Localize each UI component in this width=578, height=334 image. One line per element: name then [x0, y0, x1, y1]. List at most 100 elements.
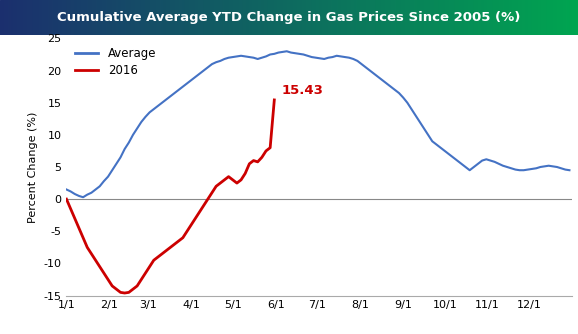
Bar: [25, 0, 27, 35]
Bar: [183, 0, 185, 35]
Bar: [368, 0, 370, 35]
Bar: [474, 0, 476, 35]
Bar: [522, 0, 524, 35]
Bar: [308, 0, 310, 35]
Bar: [54, 0, 56, 35]
Bar: [46, 0, 48, 35]
Bar: [154, 0, 156, 35]
Bar: [220, 0, 221, 35]
Bar: [325, 0, 328, 35]
Bar: [351, 0, 353, 35]
Bar: [139, 0, 140, 35]
Bar: [91, 0, 92, 35]
Bar: [264, 0, 266, 35]
Bar: [158, 0, 160, 35]
Bar: [374, 0, 376, 35]
Bar: [320, 0, 322, 35]
Bar: [547, 0, 549, 35]
Bar: [35, 0, 36, 35]
Bar: [272, 0, 273, 35]
Bar: [73, 0, 75, 35]
Bar: [349, 0, 351, 35]
Bar: [98, 0, 100, 35]
Bar: [162, 0, 164, 35]
Bar: [447, 0, 449, 35]
Bar: [414, 0, 416, 35]
Bar: [418, 0, 420, 35]
Bar: [106, 0, 108, 35]
Bar: [17, 0, 19, 35]
Bar: [493, 0, 495, 35]
Bar: [8, 0, 10, 35]
Bar: [432, 0, 434, 35]
Bar: [324, 0, 325, 35]
Bar: [42, 0, 45, 35]
Bar: [499, 0, 501, 35]
Bar: [116, 0, 117, 35]
Bar: [455, 0, 457, 35]
Bar: [536, 0, 538, 35]
Bar: [225, 0, 227, 35]
Bar: [168, 0, 169, 35]
Bar: [574, 0, 576, 35]
Bar: [56, 0, 58, 35]
Bar: [121, 0, 123, 35]
Bar: [334, 0, 335, 35]
Bar: [23, 0, 25, 35]
Bar: [45, 0, 46, 35]
Bar: [487, 0, 490, 35]
Bar: [102, 0, 104, 35]
Bar: [156, 0, 158, 35]
Bar: [310, 0, 312, 35]
Bar: [381, 0, 383, 35]
Bar: [366, 0, 368, 35]
Bar: [510, 0, 513, 35]
Bar: [277, 0, 279, 35]
Bar: [422, 0, 424, 35]
Bar: [198, 0, 201, 35]
Bar: [505, 0, 507, 35]
Bar: [376, 0, 377, 35]
Bar: [301, 0, 302, 35]
Bar: [65, 0, 68, 35]
Bar: [299, 0, 301, 35]
Bar: [395, 0, 397, 35]
Bar: [318, 0, 320, 35]
Bar: [52, 0, 54, 35]
Bar: [249, 0, 250, 35]
Bar: [295, 0, 297, 35]
Bar: [85, 0, 87, 35]
Bar: [530, 0, 532, 35]
Bar: [131, 0, 133, 35]
Bar: [254, 0, 256, 35]
Bar: [79, 0, 81, 35]
Bar: [470, 0, 472, 35]
Bar: [127, 0, 129, 35]
Bar: [39, 0, 40, 35]
Bar: [227, 0, 229, 35]
Bar: [81, 0, 83, 35]
Bar: [364, 0, 366, 35]
Text: Cumulative Average YTD Change in Gas Prices Since 2005 (%): Cumulative Average YTD Change in Gas Pri…: [57, 11, 521, 24]
Bar: [497, 0, 499, 35]
Bar: [568, 0, 570, 35]
Bar: [337, 0, 339, 35]
Bar: [283, 0, 285, 35]
Bar: [542, 0, 543, 35]
Bar: [513, 0, 514, 35]
Bar: [36, 0, 39, 35]
Bar: [229, 0, 231, 35]
Bar: [189, 0, 191, 35]
Bar: [0, 0, 2, 35]
Bar: [501, 0, 503, 35]
Bar: [208, 0, 210, 35]
Y-axis label: Percent Change (%): Percent Change (%): [28, 111, 38, 223]
Bar: [149, 0, 150, 35]
Bar: [175, 0, 177, 35]
Bar: [362, 0, 364, 35]
Bar: [435, 0, 438, 35]
Bar: [224, 0, 225, 35]
Bar: [354, 0, 357, 35]
Bar: [112, 0, 114, 35]
Bar: [187, 0, 189, 35]
